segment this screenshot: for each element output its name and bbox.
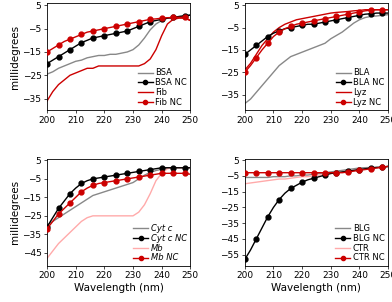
X-axis label: Wavelength (nm): Wavelength (nm) [74, 283, 163, 293]
Legend: BLG, BLG NC, CTR, CTR NC: BLG, BLG NC, CTR, CTR NC [334, 223, 386, 263]
X-axis label: Wavelength (nm): Wavelength (nm) [272, 283, 361, 293]
Legend: BLA, BLA NC, Lyz, Lyz NC: BLA, BLA NC, Lyz, Lyz NC [335, 68, 386, 108]
Legend: Cyt c, Cyt c NC, Mb, Mb NC: Cyt c, Cyt c NC, Mb, Mb NC [132, 223, 188, 263]
Y-axis label: millidegrees: millidegrees [10, 24, 20, 89]
Y-axis label: millidegrees: millidegrees [10, 180, 20, 244]
Legend: BSA, BSA NC, Fib, Fib NC: BSA, BSA NC, Fib, Fib NC [137, 68, 188, 108]
